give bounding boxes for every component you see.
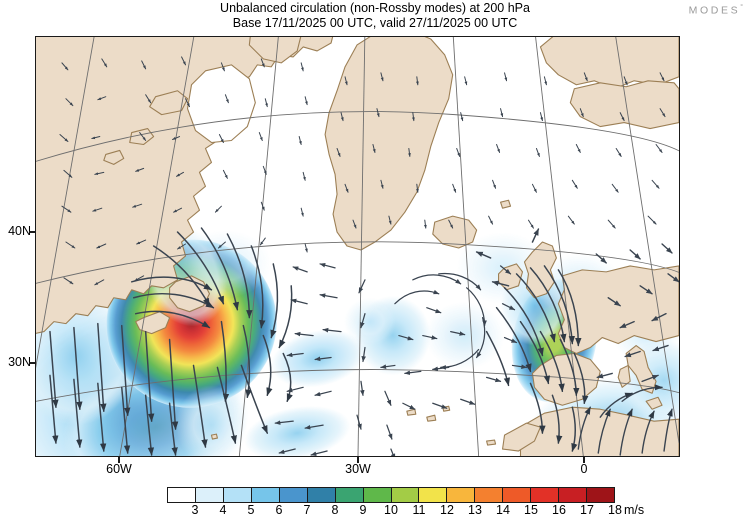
land-azores-b: [426, 414, 437, 422]
colorbar-cell-5: [307, 488, 336, 502]
land-arctic-island-b: [129, 128, 155, 146]
colorbar-cell-4: [279, 488, 308, 502]
colorbar[interactable]: [167, 487, 615, 503]
wind-vectors-east-gyre: [380, 265, 528, 410]
graticule-layer: [36, 37, 679, 456]
colorbar-tick-14: 14: [496, 503, 510, 517]
land-morocco-coast: [502, 422, 541, 452]
colorbar-cell-0: [168, 488, 196, 502]
colorbar-units: m/s: [624, 503, 645, 517]
modes-logo: MODES°: [689, 4, 743, 17]
map-panel[interactable]: [35, 36, 680, 457]
colorbar-tick-13: 13: [468, 503, 482, 517]
land-layer: [36, 37, 679, 456]
lat-tick-30n: [29, 362, 36, 364]
colorbar-ticklabels: 3 4 5 6 7 8 9 10 11 12 13 14 15 16 17 18: [167, 503, 622, 517]
colorbar-tick-9: 9: [359, 503, 367, 517]
wind-vectors-mediterranean: [577, 243, 679, 456]
colorbar-tick-8: 8: [331, 503, 339, 517]
colorbar-tick-10: 10: [384, 503, 398, 517]
colorbar-cell-10: [447, 488, 476, 502]
shading-midatlantic-c: [344, 297, 396, 346]
shading-midatlantic-d: [243, 405, 351, 456]
lon-label-60w: 60W: [106, 462, 132, 476]
title-line-2: Base 17/11/2025 00 UTC, valid 27/11/2025…: [232, 15, 518, 30]
colorbar-tick-11: 11: [412, 503, 426, 517]
meridian-15E: [615, 37, 679, 444]
land-western-europe: [557, 265, 679, 355]
land-norway-coast: [569, 80, 679, 130]
colorbar-cell-13: [531, 488, 560, 502]
lon-label-0: 0: [580, 462, 588, 476]
parallel-40N: [36, 241, 679, 284]
colorbar-cell-8: [391, 488, 420, 502]
wind-vectors-primary-vortex: [130, 227, 293, 403]
meridian-15W: [452, 37, 480, 456]
land-nova-scotia: [135, 311, 171, 335]
map-canvas: [36, 37, 679, 456]
land-arctic-island-c: [103, 149, 125, 165]
figure-title: Unbalanced circulation (non-Rossby modes…: [0, 1, 750, 30]
lon-tick-60w: [118, 456, 120, 463]
colorbar-tick-18: 18: [608, 503, 622, 517]
colorbar-cell-6: [335, 488, 364, 502]
colorbar-tick-17: 17: [580, 503, 594, 517]
colorbar-cell-14: [559, 488, 588, 502]
colorbar-cell-2: [223, 488, 252, 502]
lon-label-30w: 30W: [345, 462, 371, 476]
land-jan-mayen: [500, 199, 512, 209]
wind-vectors-southwest-jet: [49, 322, 269, 456]
land-canada: [36, 37, 334, 334]
colorbar-tick-6: 6: [275, 503, 283, 517]
meridian-60W: [119, 37, 195, 456]
colorbar-cell-12: [503, 488, 532, 502]
modes-logo-text: MODES: [688, 4, 741, 17]
land-azores-a: [406, 408, 417, 416]
lat-label-30n: 30N: [8, 355, 31, 369]
wind-vectors-background: [59, 56, 666, 286]
land-newfoundland: [169, 275, 211, 313]
parallel-50N: [36, 111, 679, 162]
lat-tick-40n: [29, 231, 36, 233]
modes-logo-mark: °: [740, 4, 743, 11]
colorbar-tick-7: 7: [303, 503, 311, 517]
meridian-75W: [36, 37, 95, 369]
colorbar-tick-12: 12: [440, 503, 454, 517]
colorbar-tick-15: 15: [524, 503, 538, 517]
land-scandinavia: [539, 37, 679, 90]
colorbar-tick-3: 3: [191, 503, 199, 517]
colorbar-tick-5: 5: [247, 503, 255, 517]
lon-tick-0: [583, 456, 585, 463]
wind-vectors-central-atlantic: [274, 263, 396, 456]
shading-midatlantic-e: [175, 385, 248, 456]
meridian-45W: [238, 37, 279, 456]
lat-label-40n: 40N: [8, 224, 31, 238]
land-baffin-island: [248, 37, 302, 64]
land-corsica-sardinia: [617, 364, 631, 388]
colorbar-cell-3: [251, 488, 280, 502]
colorbar-swatches: [167, 487, 615, 503]
colorbar-cell-9: [419, 488, 448, 502]
land-sicily: [645, 396, 663, 410]
land-ireland: [498, 263, 524, 291]
land-greenland: [324, 37, 454, 251]
colorbar-tick-4: 4: [219, 503, 227, 517]
title-line-1: Unbalanced circulation (non-Rossby modes…: [220, 1, 530, 15]
colorbar-cell-1: [195, 488, 224, 502]
land-arctic-island-a: [149, 90, 189, 116]
meridian-30W: [357, 37, 366, 456]
wind-vector-layer: [49, 56, 679, 456]
land-madeira: [486, 439, 497, 446]
wind-vectors-biscay-jet: [475, 228, 589, 452]
lon-tick-30w: [357, 456, 359, 463]
colorbar-cell-11: [475, 488, 504, 502]
colorbar-cell-15: [587, 488, 614, 502]
colorbar-tick-16: 16: [552, 503, 566, 517]
land-great-britain: [523, 241, 557, 299]
land-bermuda: [210, 433, 218, 440]
colorbar-cell-7: [363, 488, 392, 502]
